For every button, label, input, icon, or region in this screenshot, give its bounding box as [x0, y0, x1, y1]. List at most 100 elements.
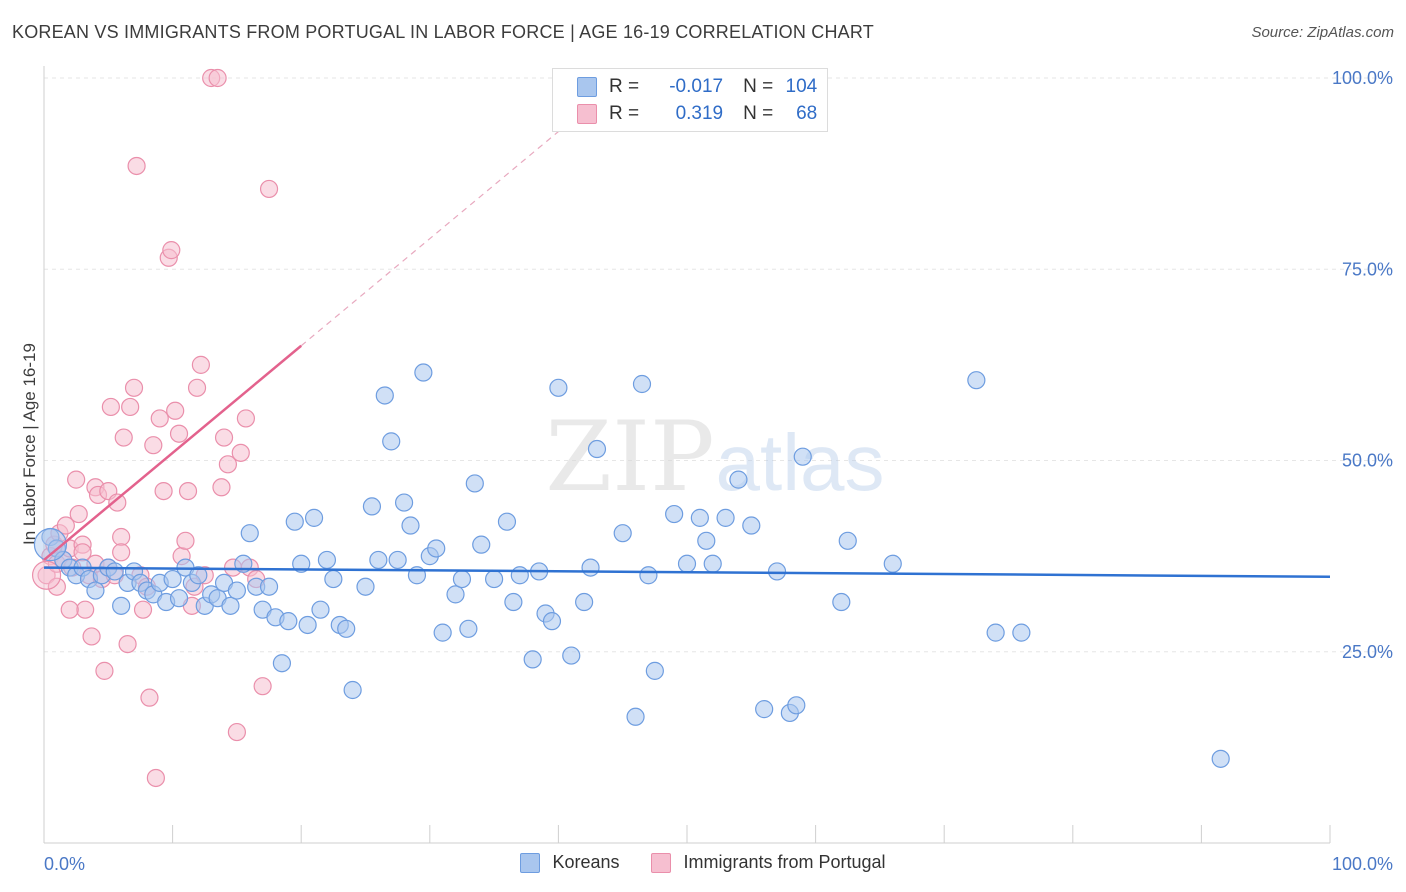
- data-point-koreans: [742, 516, 761, 535]
- data-point-koreans: [279, 612, 298, 631]
- data-point-koreans: [883, 554, 902, 573]
- data-point-koreans: [292, 554, 311, 573]
- data-point-koreans: [259, 577, 279, 596]
- legend-n-label: N =: [743, 76, 774, 97]
- axes: [43, 66, 1331, 844]
- koreans-legend-icon: [520, 852, 541, 873]
- data-point-portugal: [162, 241, 181, 260]
- data-point-koreans: [703, 554, 722, 573]
- data-point-portugal: [133, 600, 153, 619]
- data-point-koreans: [112, 596, 131, 615]
- data-point-koreans: [33, 528, 68, 562]
- data-point-koreans: [645, 661, 664, 680]
- data-point-koreans: [311, 600, 330, 619]
- data-point-portugal: [69, 504, 88, 524]
- data-point-koreans: [189, 566, 208, 585]
- data-point-koreans: [446, 585, 465, 604]
- legend-r-value: 0.319: [675, 103, 724, 124]
- data-point-koreans: [356, 577, 375, 596]
- data-point-koreans: [581, 558, 600, 577]
- legend-n-value: 68: [796, 103, 818, 124]
- data-point-koreans: [497, 512, 517, 531]
- data-point-koreans: [285, 512, 304, 531]
- data-point-portugal: [166, 401, 185, 420]
- data-point-koreans: [1211, 749, 1230, 768]
- data-point-koreans: [677, 554, 697, 573]
- data-point-koreans: [716, 508, 735, 527]
- x-tick-label: 100.0%: [1332, 854, 1393, 874]
- y-tick-label: 100.0%: [1332, 68, 1393, 88]
- trend-lines: [43, 77, 1331, 579]
- data-point-portugal: [253, 677, 272, 696]
- data-point-koreans: [697, 531, 716, 550]
- legend-r-value: -0.017: [669, 76, 724, 97]
- data-point-koreans: [504, 592, 523, 612]
- data-point-portugal: [82, 627, 101, 646]
- data-point-portugal: [231, 443, 250, 462]
- data-point-portugal: [218, 455, 237, 474]
- data-point-koreans: [317, 550, 337, 570]
- series-koreans: [33, 363, 1230, 768]
- chart-source: Source: ZipAtlas.com: [1251, 24, 1394, 41]
- data-point-koreans: [452, 569, 472, 589]
- data-point-koreans: [549, 378, 568, 397]
- data-point-koreans: [510, 566, 529, 585]
- data-point-portugal: [76, 600, 95, 619]
- trend-line-koreans: [43, 566, 1331, 579]
- data-point-koreans: [472, 535, 491, 554]
- data-point-portugal: [208, 68, 227, 88]
- data-point-koreans: [388, 550, 407, 570]
- data-point-koreans: [793, 447, 812, 466]
- legend-item-koreans[interactable]: Koreans: [520, 852, 619, 873]
- data-point-portugal: [108, 493, 127, 512]
- data-point-koreans: [401, 516, 420, 535]
- data-point-koreans: [690, 508, 709, 527]
- trend-line-portugal: [43, 344, 302, 561]
- data-point-portugal: [114, 428, 133, 447]
- series-legend: Koreans Immigrants from Portugal: [0, 852, 1406, 873]
- data-point-koreans: [485, 569, 504, 589]
- data-point-koreans: [967, 371, 986, 390]
- data-point-portugal: [169, 424, 189, 443]
- data-point-koreans: [1012, 623, 1031, 642]
- chart-title: KOREAN VS IMMIGRANTS FROM PORTUGAL IN LA…: [12, 22, 874, 42]
- data-point-koreans: [375, 386, 394, 405]
- legend-label-portugal: Immigrants from Portugal: [683, 852, 886, 872]
- legend-n-label: N =: [743, 103, 774, 124]
- data-point-koreans: [427, 539, 446, 558]
- data-point-koreans: [587, 439, 607, 459]
- data-point-portugal: [101, 397, 120, 417]
- data-point-koreans: [575, 592, 594, 612]
- data-point-portugal: [176, 531, 195, 550]
- data-point-koreans: [542, 612, 562, 631]
- data-point-portugal: [121, 397, 140, 417]
- data-point-portugal: [112, 527, 131, 547]
- data-point-portugal: [187, 378, 207, 397]
- data-point-koreans: [562, 646, 581, 665]
- series-immigrants-from-portugal: [31, 68, 279, 788]
- x-tick-label: 0.0%: [44, 854, 85, 874]
- data-point-portugal: [154, 482, 173, 501]
- data-point-koreans: [613, 524, 632, 543]
- data-point-koreans: [838, 531, 857, 550]
- data-point-portugal: [140, 688, 159, 707]
- y-tick-label: 25.0%: [1342, 642, 1393, 662]
- legend-item-portugal[interactable]: Immigrants from Portugal: [651, 852, 886, 873]
- data-point-portugal: [178, 482, 198, 501]
- data-point-koreans: [362, 497, 382, 516]
- data-point-koreans: [394, 493, 414, 512]
- data-point-koreans: [221, 596, 240, 615]
- portugal-legend-icon: [651, 852, 672, 873]
- data-point-portugal: [67, 470, 86, 489]
- data-point-portugal: [127, 156, 146, 176]
- legend-n-value: 104: [785, 76, 818, 97]
- data-point-koreans: [169, 589, 189, 608]
- data-point-koreans: [86, 581, 105, 600]
- correlation-legend: R = -0.017 N = 104 R = 0.319 N = 68: [552, 68, 828, 132]
- data-point-portugal: [56, 516, 75, 535]
- legend-r-label: R =: [609, 76, 640, 97]
- data-point-portugal: [212, 478, 231, 497]
- data-point-koreans: [626, 707, 645, 726]
- y-tick-label: 75.0%: [1342, 259, 1393, 279]
